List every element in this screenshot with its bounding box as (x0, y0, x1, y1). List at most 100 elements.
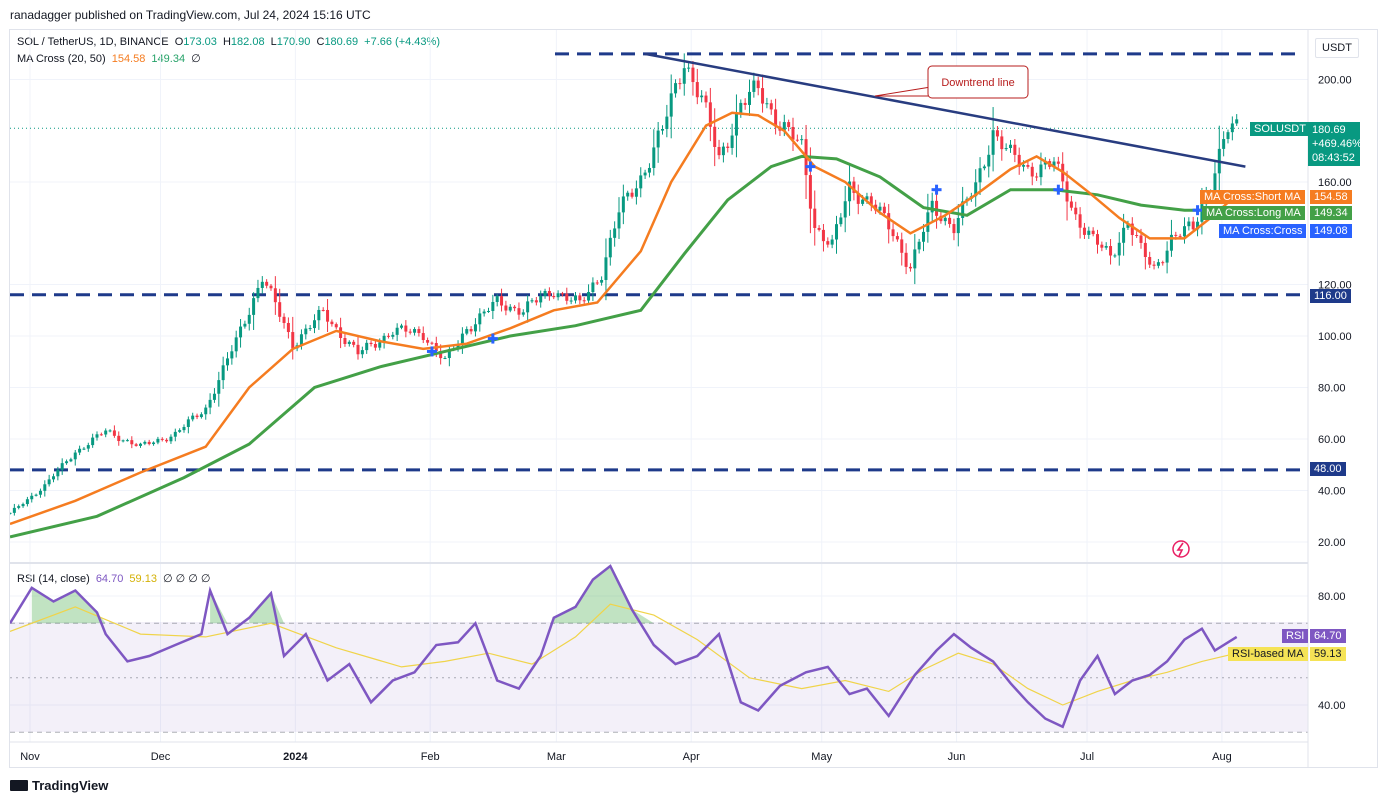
candle-body (861, 199, 865, 204)
rsi-legend[interactable]: RSI (14, close) 64.70 59.13 ∅ ∅ ∅ ∅ (17, 572, 214, 585)
downtrend-callout[interactable]: Downtrend line (874, 65, 1029, 99)
candle-body (265, 281, 269, 286)
candle (169, 434, 173, 444)
candle (334, 322, 338, 330)
candle-body (112, 430, 116, 436)
cross-name-tag: MA Cross:Cross (1219, 224, 1307, 238)
candle-body (539, 296, 543, 303)
downtrend-line[interactable] (644, 52, 1246, 168)
time-axis-tick: Nov (20, 751, 40, 763)
long-ma-line[interactable] (10, 154, 1237, 539)
candle (817, 225, 821, 232)
rsi-line[interactable] (10, 564, 1238, 729)
candle (125, 438, 129, 442)
currency-button[interactable]: USDT (1315, 38, 1359, 58)
ma-cross-marker[interactable] (1053, 184, 1064, 195)
candle (38, 488, 42, 498)
candle (112, 425, 116, 438)
ma-cross-legend[interactable]: MA Cross (20, 50) 154.58 149.34 ∅ (17, 52, 204, 65)
candle-body (1087, 230, 1091, 235)
candle (1230, 116, 1234, 141)
candle-body (391, 334, 395, 337)
candle-body (330, 321, 334, 325)
candle-body (178, 430, 182, 432)
candle-body (904, 252, 908, 267)
candle-body (304, 328, 308, 335)
tradingview-logo[interactable]: TradingView (10, 778, 108, 793)
candle (291, 316, 295, 360)
candle-body (352, 341, 356, 345)
candle (1109, 239, 1113, 265)
candle-body (439, 351, 443, 359)
candle (465, 326, 469, 336)
candle-body (1178, 235, 1182, 237)
candle (821, 223, 825, 252)
candle (343, 332, 347, 347)
symbol-tag: SOLUSDT (1250, 122, 1310, 136)
candle (1013, 138, 1017, 163)
candle-body (930, 200, 934, 213)
ma-cross-marker[interactable] (805, 161, 816, 172)
candle (430, 341, 434, 345)
ma-cross-marker[interactable] (1192, 205, 1203, 216)
candle (186, 416, 190, 434)
candle-body (360, 350, 364, 355)
candle-body (1009, 144, 1012, 149)
symbol-legend[interactable]: SOL / TetherUS, 1D, BINANCE O173.03 H182… (17, 36, 443, 48)
ma-cross-marker[interactable] (426, 346, 437, 357)
candle (504, 300, 508, 316)
candle (191, 412, 195, 422)
candle-body (800, 139, 804, 141)
candle-body (1196, 221, 1200, 230)
price-axis-tick: 120.00 (1318, 280, 1352, 292)
candle (426, 337, 430, 346)
candle-body (478, 313, 482, 325)
candle (1100, 241, 1104, 252)
rsi-pane[interactable] (10, 564, 1308, 733)
candle-body (82, 448, 86, 450)
candle (134, 442, 138, 447)
candle (217, 371, 221, 407)
candle-body (1213, 173, 1217, 192)
candle-body (961, 201, 965, 218)
ma-cross-marker[interactable] (931, 184, 942, 195)
candle-body (299, 334, 303, 346)
candle-body (574, 295, 577, 301)
alert-icon[interactable] (1172, 540, 1190, 558)
candle (956, 204, 960, 247)
candle (904, 243, 908, 275)
candle-body (704, 95, 708, 103)
candle (795, 134, 799, 142)
rsi-ma-name-tag: RSI-based MA (1228, 647, 1308, 661)
candle (926, 193, 930, 243)
candle-body (826, 241, 830, 245)
candle-body (260, 281, 264, 288)
time-axis-tick: 2024 (283, 751, 308, 763)
candle-body (956, 217, 960, 234)
candle (386, 333, 390, 339)
candle (652, 129, 656, 176)
candle-body (639, 175, 643, 189)
candle-body (121, 440, 125, 442)
candle (1152, 260, 1156, 270)
price-pane[interactable] (9, 52, 1309, 539)
candle (813, 190, 817, 246)
candle-body (139, 443, 142, 446)
candle (352, 339, 356, 348)
candle (669, 74, 673, 139)
ma-cross-marker[interactable] (487, 333, 498, 344)
candle (256, 279, 260, 303)
candle-body (239, 326, 243, 338)
candle (1096, 229, 1099, 254)
candle-body (552, 295, 556, 298)
annotation-layer[interactable]: Downtrend line (874, 65, 1029, 99)
candle (547, 287, 551, 301)
candle (152, 441, 156, 446)
candle-body (269, 285, 273, 289)
candle-body (547, 290, 551, 296)
candle (530, 298, 534, 304)
candle-body (1026, 165, 1030, 167)
candle (1187, 217, 1191, 231)
short-ma-line[interactable] (10, 111, 1238, 526)
